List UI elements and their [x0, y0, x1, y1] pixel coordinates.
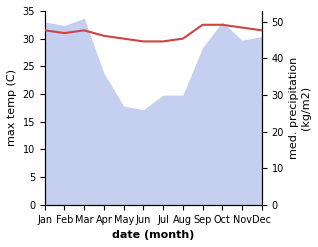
Y-axis label: med. precipitation
(kg/m2): med. precipitation (kg/m2)	[289, 57, 311, 159]
X-axis label: date (month): date (month)	[112, 230, 194, 240]
Y-axis label: max temp (C): max temp (C)	[7, 69, 17, 146]
